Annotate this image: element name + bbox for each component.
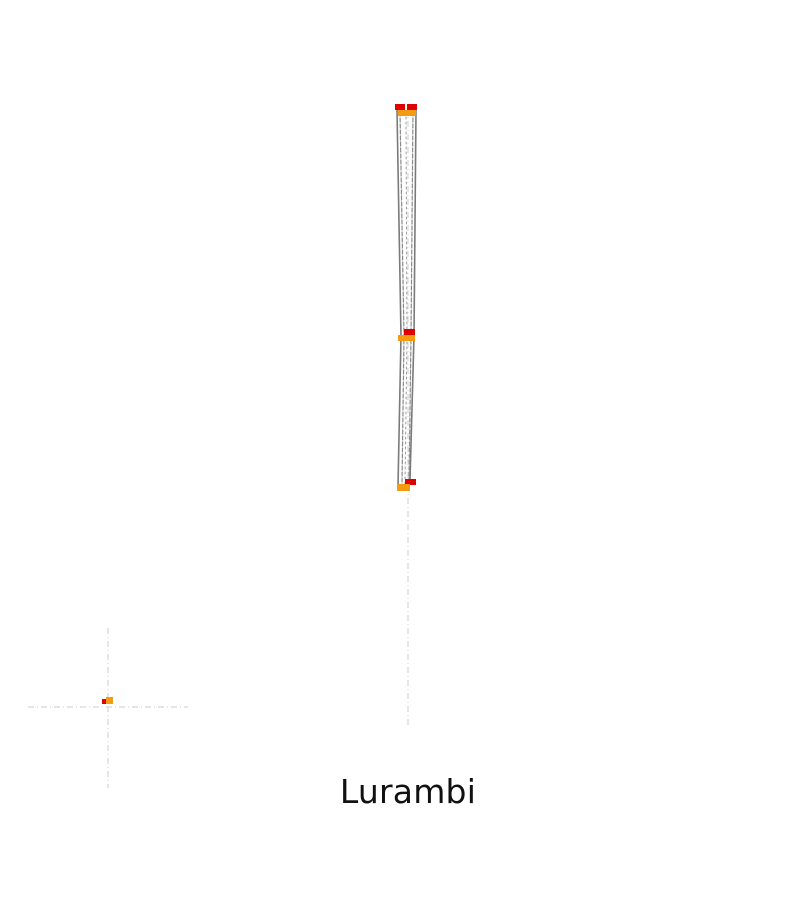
- stop-middle-red: [404, 329, 415, 335]
- crosshair-marker-orange: [106, 697, 113, 704]
- stop-middle-orange: [398, 335, 415, 341]
- crosshair-marker-red: [102, 699, 108, 704]
- stop-bottom-red: [405, 479, 416, 485]
- route-track-mid: [404, 111, 408, 487]
- stop-middle: [398, 329, 415, 341]
- stop-bottom-orange: [397, 484, 410, 491]
- crosshair-lower-left: [28, 628, 188, 788]
- stop-bottom: [397, 479, 416, 491]
- place-name-label: Lurambi: [339, 772, 477, 811]
- stop-top: [395, 104, 417, 116]
- stop-top-orange: [398, 110, 416, 116]
- stop-top-gap: [405, 104, 407, 110]
- route-loop: [396, 109, 417, 488]
